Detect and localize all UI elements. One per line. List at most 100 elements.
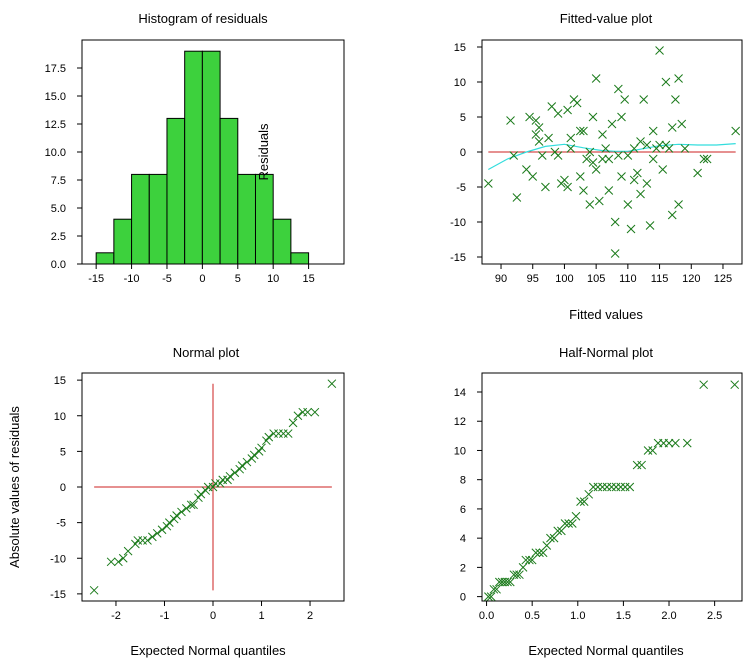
point-stroke [518, 563, 528, 572]
point-marker [503, 577, 512, 587]
point-stroke [584, 489, 594, 499]
point-marker [189, 500, 198, 510]
point-marker [538, 548, 548, 558]
point-marker [567, 519, 577, 528]
point-stroke [575, 172, 585, 181]
point-marker [607, 119, 617, 129]
point-stroke [164, 518, 174, 527]
x-tick-label: 0 [199, 273, 205, 285]
point-stroke [655, 46, 664, 55]
point-stroke [579, 126, 588, 136]
y-tick-label: 0 [60, 482, 66, 494]
point-marker [525, 555, 534, 565]
point-stroke [620, 482, 630, 492]
point-stroke [566, 144, 576, 153]
point-marker [196, 489, 206, 499]
x-tick-label: 115 [651, 273, 669, 285]
point-marker [575, 126, 585, 136]
point-stroke [534, 137, 544, 146]
point-stroke [591, 165, 601, 174]
point-marker [598, 130, 607, 139]
histogram-bar [254, 173, 274, 265]
point-stroke [310, 407, 320, 417]
point-stroke [181, 504, 191, 513]
point-stroke [288, 418, 298, 428]
point-stroke [521, 555, 531, 565]
x-tick-label: 110 [619, 273, 637, 285]
x-tick-label: 1 [258, 610, 264, 622]
overlay-residuals-label: Residuals [256, 123, 271, 181]
point-marker [591, 74, 601, 83]
point-stroke [598, 482, 607, 492]
histogram-bar [184, 50, 203, 265]
point-marker [623, 200, 633, 209]
point-marker [525, 112, 534, 122]
point-marker [680, 144, 690, 153]
point-marker [682, 438, 692, 448]
point-marker [242, 457, 252, 467]
y-tick-label: -5 [56, 518, 66, 530]
point-stroke [658, 165, 668, 174]
point-marker [310, 407, 320, 417]
point-marker [531, 130, 541, 139]
point-stroke [484, 592, 493, 601]
x-tick-label: 95 [527, 273, 539, 285]
point-stroke [522, 165, 531, 174]
point-marker [636, 137, 645, 146]
y-tick-label: 6 [460, 504, 466, 516]
point-marker [620, 482, 630, 492]
point-stroke [629, 144, 639, 153]
point-marker [693, 168, 702, 178]
point-stroke [588, 112, 598, 122]
point-marker [483, 179, 493, 188]
x-tick-label: 2.5 [707, 610, 722, 622]
point-marker [123, 546, 133, 556]
point-marker [172, 511, 181, 520]
point-stroke [645, 221, 655, 230]
point-stroke [639, 95, 649, 104]
point-marker [588, 482, 598, 492]
point-marker [572, 98, 582, 108]
point-stroke [613, 151, 623, 160]
y-tick-label: -10 [50, 553, 66, 565]
x-tick-label: 120 [682, 273, 700, 285]
point-marker [617, 172, 626, 181]
point-marker [118, 553, 128, 563]
point-marker [249, 450, 259, 460]
point-stroke [560, 175, 569, 185]
point-stroke [610, 217, 620, 227]
point-stroke [620, 95, 630, 104]
point-marker [677, 119, 687, 129]
point-stroke [571, 511, 581, 521]
point-stroke [189, 500, 198, 510]
point-marker [655, 140, 664, 150]
point-stroke [636, 137, 645, 146]
point-stroke [585, 200, 595, 209]
point-stroke [579, 497, 589, 506]
point-stroke [531, 548, 541, 558]
y-tick-label: 0.0 [51, 259, 66, 271]
point-marker [157, 525, 167, 535]
point-stroke [585, 147, 595, 157]
point-marker [225, 471, 235, 481]
point-marker [594, 196, 604, 206]
point-marker [633, 168, 642, 178]
point-marker [492, 584, 501, 594]
point-marker [671, 95, 680, 104]
y-tick-label: 5 [460, 112, 466, 124]
point-stroke [237, 461, 247, 470]
point-stroke [172, 511, 181, 520]
point-marker [699, 154, 709, 164]
point-stroke [588, 482, 598, 492]
point-marker [610, 217, 620, 227]
point-marker [531, 548, 541, 558]
x-tick-label: 0.0 [479, 610, 494, 622]
point-marker [138, 536, 148, 545]
point-stroke [515, 570, 524, 580]
point-stroke [512, 193, 522, 202]
point-marker [522, 165, 531, 174]
point-stroke [611, 482, 621, 492]
point-stroke [617, 112, 626, 122]
